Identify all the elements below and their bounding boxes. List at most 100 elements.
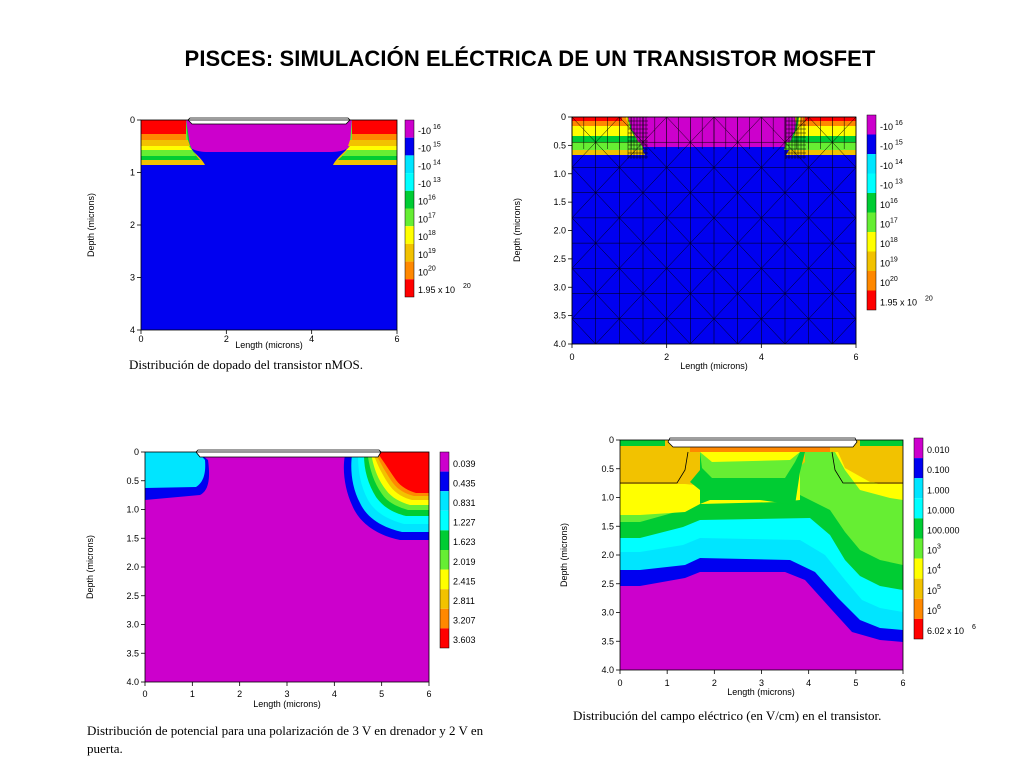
potential-legend: 0.039 0.435 0.831 1.227 1.623 2.019 2.415 2.811… — [439, 451, 476, 649]
legend-exponent: 18 — [428, 230, 436, 237]
legend-exponent: 20 — [463, 283, 471, 290]
y-tick-label: 2 — [130, 220, 135, 230]
legend-swatch — [914, 478, 923, 499]
y-tick-label: 3.0 — [126, 620, 139, 630]
legend-swatch — [867, 232, 876, 252]
legend-label: 10 — [880, 239, 890, 249]
legend-swatch — [867, 193, 876, 213]
legend-label: 3.603 — [453, 635, 476, 645]
legend-label: 2.019 — [453, 557, 476, 567]
legend-swatch — [867, 290, 876, 310]
legend-swatch — [867, 115, 876, 135]
y-tick-label: 3.5 — [553, 311, 566, 321]
doping-channel — [186, 120, 352, 152]
legend-swatch — [867, 212, 876, 232]
y-tick-label: 4.0 — [126, 677, 139, 687]
x-tick-label: 6 — [426, 689, 431, 699]
legend-exponent: 19 — [890, 256, 898, 263]
legend-swatch — [914, 498, 923, 519]
legend-label: 2.811 — [453, 596, 475, 606]
legend-swatch — [440, 550, 449, 570]
legend-label: 10 — [418, 214, 428, 224]
legend-swatch — [867, 134, 876, 154]
x-tick-label: 2 — [664, 352, 669, 362]
y-tick-label: 2.0 — [601, 550, 614, 560]
legend-swatch — [405, 243, 414, 262]
legend-swatch — [405, 261, 414, 280]
legend-swatch — [405, 137, 414, 156]
x-tick-label: 0 — [142, 689, 147, 699]
legend-exponent: 14 — [433, 159, 441, 166]
x-tick-label: 2 — [712, 678, 717, 688]
y-tick-label: 0.5 — [126, 476, 139, 486]
legend-label: -10 — [418, 126, 431, 136]
y-tick-label: 0 — [130, 115, 135, 125]
legend-label: -10 — [880, 122, 893, 132]
legend-swatch — [440, 569, 449, 590]
legend-swatch — [867, 271, 876, 291]
legend-swatch — [914, 458, 923, 479]
legend-exponent: 16 — [895, 120, 903, 127]
legend-label: 0.435 — [453, 478, 476, 488]
legend-swatch — [405, 279, 414, 297]
y-tick-label: 3.5 — [601, 636, 614, 646]
legend-exponent: 20 — [925, 295, 933, 302]
legend-swatch — [914, 618, 923, 639]
legend-swatch — [914, 598, 923, 619]
legend-exponent: 13 — [433, 177, 441, 184]
y-tick-label: 1.0 — [126, 505, 139, 515]
x-axis-label: Length (microns) — [253, 699, 321, 709]
field-caption: Distribución del campo eléctrico (en V/c… — [573, 708, 882, 723]
legend-exponent: 16 — [433, 124, 441, 131]
legend-swatch — [405, 120, 414, 138]
legend-swatch — [440, 608, 449, 629]
legend-label: -10 — [880, 180, 893, 190]
y-tick-label: 0 — [561, 112, 566, 122]
legend-label: 10 — [927, 606, 937, 616]
legend-label: -10 — [418, 144, 431, 154]
legend-exponent: 17 — [428, 212, 436, 219]
x-tick-label: 4 — [332, 689, 337, 699]
legend-swatch — [405, 226, 414, 244]
doping-caption: Distribución de dopado del transistor nM… — [129, 357, 363, 372]
legend-exponent: 3 — [937, 544, 941, 551]
legend-exponent: 14 — [895, 159, 903, 166]
legend-label: -10 — [418, 179, 431, 189]
x-tick-label: 0 — [569, 352, 574, 362]
legend-swatch — [914, 438, 923, 459]
x-tick-label: 5 — [853, 678, 858, 688]
legend-label: 0.039 — [453, 459, 476, 469]
legend-swatch — [867, 173, 876, 193]
y-tick-label: 3.5 — [126, 648, 139, 658]
y-axis-label: Depth (microns) — [512, 198, 522, 262]
legend-label: 0.010 — [927, 445, 950, 455]
page-title: PISCES: SIMULACIÓN ELÉCTRICA DE UN TRANS… — [184, 46, 876, 71]
legend-label: 10 — [418, 250, 428, 260]
legend-label: 0.831 — [453, 498, 476, 508]
x-tick-label: 6 — [853, 352, 858, 362]
legend-swatch — [440, 491, 449, 511]
legend-label: 10 — [880, 200, 890, 210]
x-tick-label: 4 — [759, 352, 764, 362]
x-tick-label: 5 — [379, 689, 384, 699]
legend-exponent: 18 — [890, 237, 898, 244]
y-tick-label: 1 — [130, 168, 135, 178]
x-tick-label: 6 — [394, 334, 399, 344]
legend-swatch — [914, 578, 923, 599]
y-tick-label: 1.0 — [553, 169, 566, 179]
legend-label: 10 — [927, 546, 937, 556]
x-axis-label: Length (microns) — [680, 361, 748, 371]
legend-label: 10 — [880, 258, 890, 268]
legend-label: 10 — [418, 232, 428, 242]
y-axis-label: Depth (microns) — [85, 535, 95, 599]
legend-swatch — [914, 518, 923, 539]
